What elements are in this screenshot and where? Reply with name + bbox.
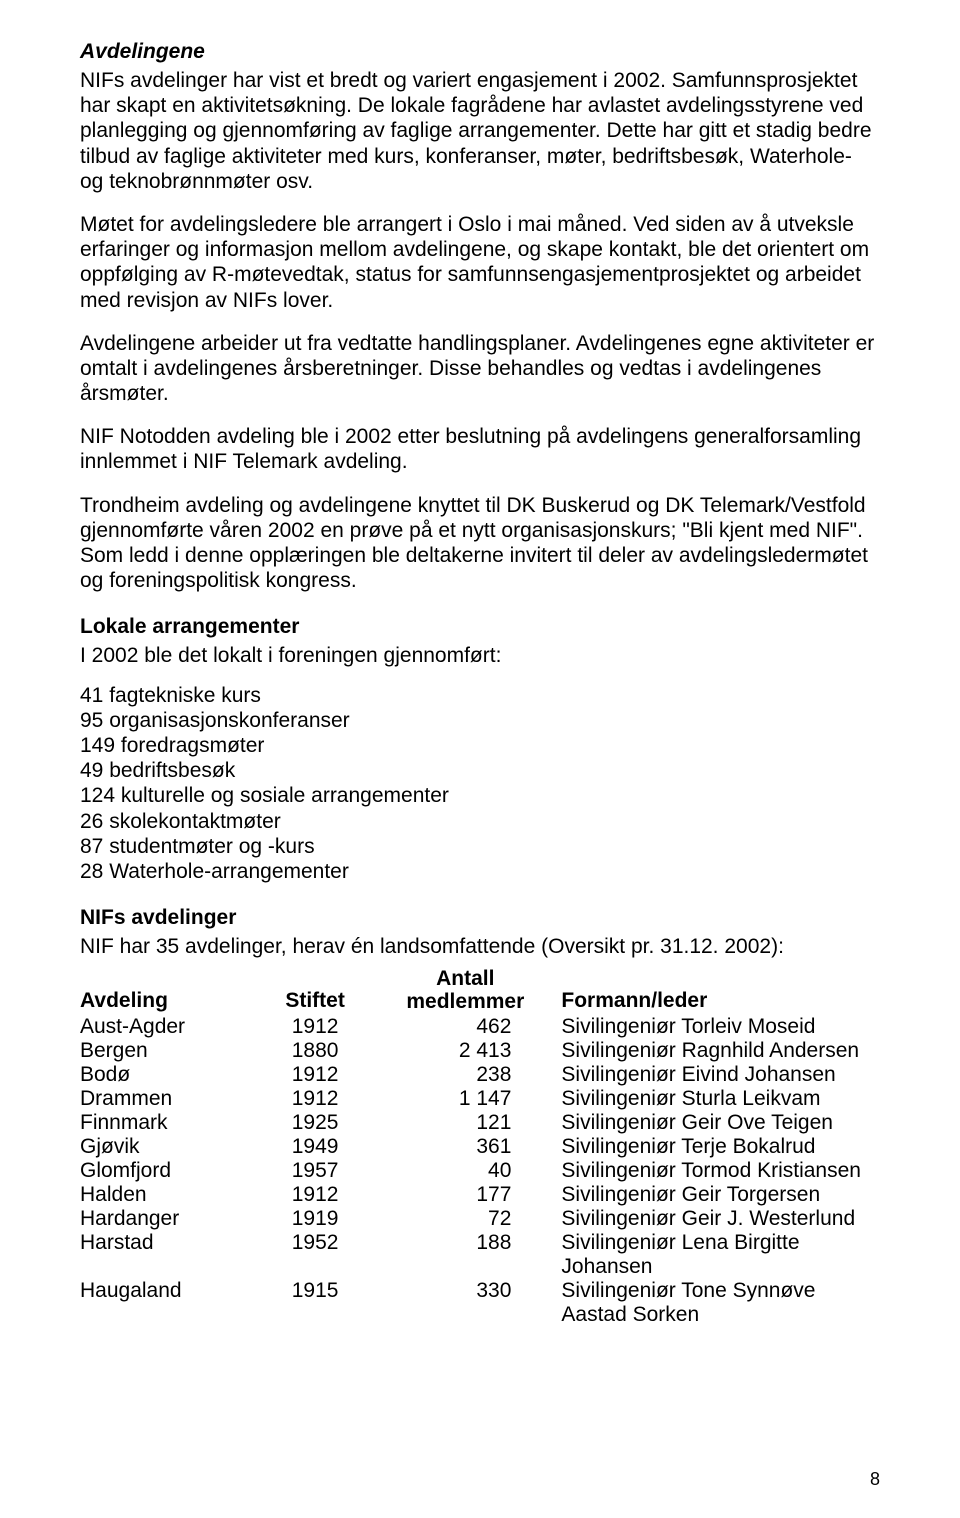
- table-cell: Sivilingeniør Tone Synnøve Aastad Sorken: [561, 1279, 880, 1327]
- table-row: Halden 1912 177 Sivilingeniør Geir Torge…: [80, 1183, 880, 1207]
- table-cell: 1957: [261, 1159, 369, 1183]
- table-cell: 177: [369, 1183, 561, 1207]
- paragraph: NIF har 35 avdelinger, herav én landsomf…: [80, 934, 880, 959]
- table-cell: 361: [369, 1135, 561, 1159]
- table-cell: 188: [369, 1231, 561, 1279]
- table-cell: 238: [369, 1063, 561, 1087]
- arrangement-list: 41 fagtekniske kurs 95 organisasjonskonf…: [80, 683, 880, 885]
- table-cell: Sivilingeniør Geir J. Westerlund: [561, 1207, 880, 1231]
- table-cell: Sivilingeniør Tormod Kristiansen: [561, 1159, 880, 1183]
- list-item: 49 bedriftsbesøk: [80, 758, 880, 783]
- table-cell: Sivilingeniør Eivind Johansen: [561, 1063, 880, 1087]
- table-row: Bergen 1880 2 413 Sivilingeniør Ragnhild…: [80, 1039, 880, 1063]
- table-cell: 1912: [261, 1087, 369, 1111]
- table-cell: 1919: [261, 1207, 369, 1231]
- table-header-antall-line1: Antall: [436, 967, 494, 990]
- table-cell: 1912: [261, 1015, 369, 1039]
- table-cell: 1949: [261, 1135, 369, 1159]
- table-row: Glomfjord 1957 40 Sivilingeniør Tormod K…: [80, 1159, 880, 1183]
- table-header-row: Avdeling Stiftet Antall medlemmer Forman…: [80, 965, 880, 1015]
- table-row: Gjøvik 1949 361 Sivilingeniør Terje Boka…: [80, 1135, 880, 1159]
- table-header-avdeling: Avdeling: [80, 965, 261, 1015]
- page-number: 8: [870, 1469, 880, 1490]
- paragraph: Møtet for avdelingsledere ble arrangert …: [80, 212, 880, 313]
- table-cell: 1912: [261, 1063, 369, 1087]
- paragraph: Avdelingene arbeider ut fra vedtatte han…: [80, 331, 880, 407]
- table-cell: Sivilingeniør Lena Birgitte Johansen: [561, 1231, 880, 1279]
- table-body: Aust-Agder 1912 462 Sivilingeniør Torlei…: [80, 1015, 880, 1327]
- table-cell: Harstad: [80, 1231, 261, 1279]
- table-row: Aust-Agder 1912 462 Sivilingeniør Torlei…: [80, 1015, 880, 1039]
- table-cell: 1952: [261, 1231, 369, 1279]
- section-heading-lokale: Lokale arrangementer: [80, 615, 880, 639]
- table-header-stiftet: Stiftet: [261, 965, 369, 1015]
- table-row: Drammen 1912 1 147 Sivilingeniør Sturla …: [80, 1087, 880, 1111]
- table-cell: 72: [369, 1207, 561, 1231]
- section-heading-nifs-avdelinger: NIFs avdelinger: [80, 906, 880, 930]
- table-row: Hardanger 1919 72 Sivilingeniør Geir J. …: [80, 1207, 880, 1231]
- list-item: 124 kulturelle og sosiale arrangementer: [80, 783, 880, 808]
- list-item: 26 skolekontaktmøter: [80, 809, 880, 834]
- table-cell: 462: [369, 1015, 561, 1039]
- table-cell: 330: [369, 1279, 561, 1327]
- table-cell: 2 413: [369, 1039, 561, 1063]
- paragraph: NIFs avdelinger har vist et bredt og var…: [80, 68, 880, 194]
- paragraph: NIF Notodden avdeling ble i 2002 etter b…: [80, 424, 880, 474]
- table-cell: 1925: [261, 1111, 369, 1135]
- list-item: 28 Waterhole-arrangementer: [80, 859, 880, 884]
- table-cell: Sivilingeniør Torleiv Moseid: [561, 1015, 880, 1039]
- table-row: Haugaland 1915 330 Sivilingeniør Tone Sy…: [80, 1279, 880, 1327]
- table-cell: Sivilingeniør Terje Bokalrud: [561, 1135, 880, 1159]
- avdelinger-table: Avdeling Stiftet Antall medlemmer Forman…: [80, 965, 880, 1327]
- list-item: 41 fagtekniske kurs: [80, 683, 880, 708]
- table-cell: Hardanger: [80, 1207, 261, 1231]
- table-cell: Glomfjord: [80, 1159, 261, 1183]
- paragraph: I 2002 ble det lokalt i foreningen gjenn…: [80, 643, 880, 668]
- table-cell: Halden: [80, 1183, 261, 1207]
- table-row: Harstad 1952 188 Sivilingeniør Lena Birg…: [80, 1231, 880, 1279]
- section-heading-avdelingene: Avdelingene: [80, 40, 880, 64]
- table-row: Bodø 1912 238 Sivilingeniør Eivind Johan…: [80, 1063, 880, 1087]
- list-item: 149 foredragsmøter: [80, 733, 880, 758]
- table-row: Finnmark 1925 121 Sivilingeniør Geir Ove…: [80, 1111, 880, 1135]
- table-cell: 1 147: [369, 1087, 561, 1111]
- table-cell: Haugaland: [80, 1279, 261, 1327]
- paragraph: Trondheim avdeling og avdelingene knytte…: [80, 493, 880, 594]
- list-item: 87 studentmøter og -kurs: [80, 834, 880, 859]
- table-header-antall: Antall medlemmer: [369, 965, 561, 1015]
- table-cell: Sivilingeniør Geir Ove Teigen: [561, 1111, 880, 1135]
- table-cell: 1912: [261, 1183, 369, 1207]
- table-cell: Sivilingeniør Geir Torgersen: [561, 1183, 880, 1207]
- table-cell: 1880: [261, 1039, 369, 1063]
- table-cell: 1915: [261, 1279, 369, 1327]
- table-cell: Bodø: [80, 1063, 261, 1087]
- table-cell: 121: [369, 1111, 561, 1135]
- table-cell: 40: [369, 1159, 561, 1183]
- table-cell: Finnmark: [80, 1111, 261, 1135]
- table-cell: Sivilingeniør Ragnhild Andersen: [561, 1039, 880, 1063]
- table-cell: Gjøvik: [80, 1135, 261, 1159]
- table-header-leder: Formann/leder: [561, 965, 880, 1015]
- table-header-antall-line2: medlemmer: [406, 990, 524, 1013]
- page: Avdelingene NIFs avdelinger har vist et …: [0, 0, 960, 1518]
- table-cell: Sivilingeniør Sturla Leikvam: [561, 1087, 880, 1111]
- table-cell: Aust-Agder: [80, 1015, 261, 1039]
- table-cell: Drammen: [80, 1087, 261, 1111]
- list-item: 95 organisasjonskonferanser: [80, 708, 880, 733]
- table-cell: Bergen: [80, 1039, 261, 1063]
